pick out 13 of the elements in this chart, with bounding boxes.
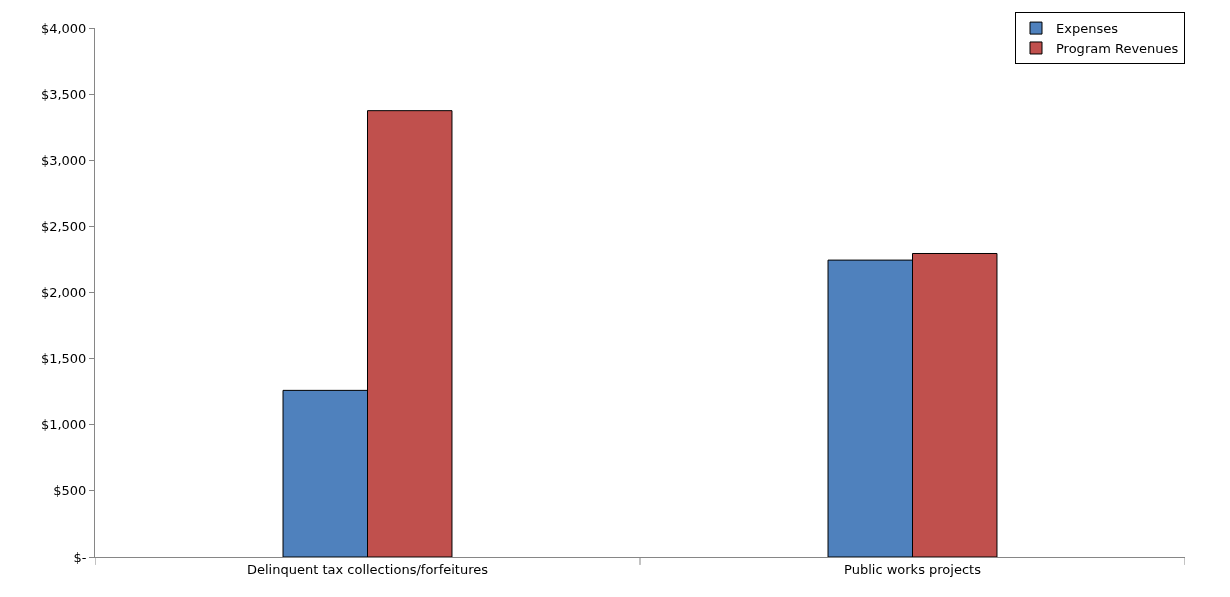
y-tick-label: $3,000: [40, 152, 87, 168]
y-tick-label: $1,000: [40, 417, 87, 433]
x-tick-label: Public works projects: [844, 561, 982, 577]
y-tick-label: $2,500: [40, 218, 87, 234]
legend-label: Program Revenues: [1056, 41, 1179, 57]
y-tick-label: $-: [73, 549, 87, 565]
x-tick-label: Delinquent tax collections/forfeitures: [246, 561, 489, 577]
legend-label: Expenses: [1056, 21, 1119, 37]
y-tick-label: $4,000: [40, 20, 87, 36]
y-tick-label: $1,500: [40, 351, 87, 367]
y-tick-label: $2,000: [40, 285, 87, 301]
y-tick-label: $3,500: [40, 86, 87, 102]
y-tick-label: $500: [53, 483, 87, 499]
